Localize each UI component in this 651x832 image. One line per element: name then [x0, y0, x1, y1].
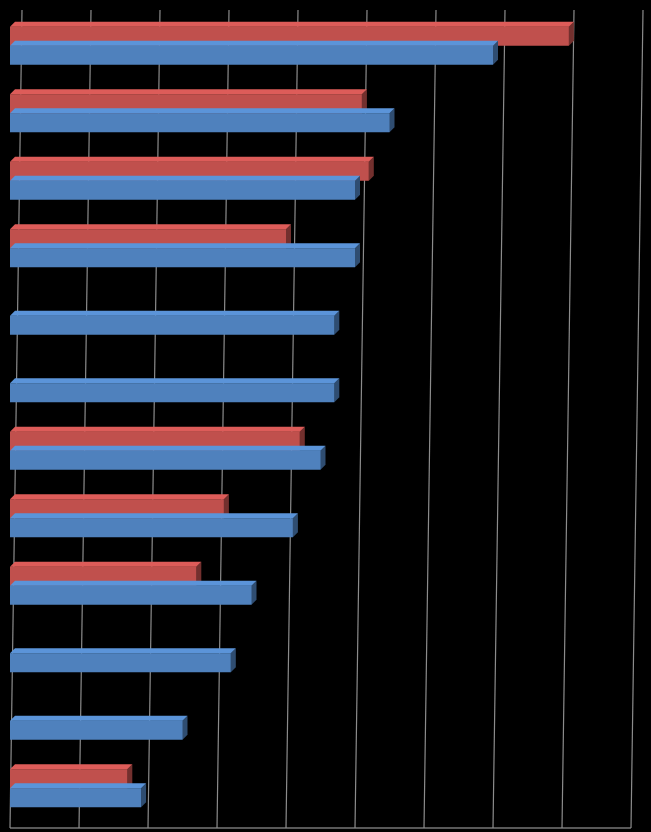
grid-line	[285, 9, 299, 829]
bar-face	[10, 764, 133, 770]
grid-line	[354, 9, 368, 829]
bar	[10, 378, 340, 403]
bar	[10, 108, 395, 133]
grid-line	[492, 9, 506, 829]
grid-line	[78, 9, 92, 829]
bar-face	[355, 243, 360, 268]
bar-face	[334, 378, 340, 403]
bar-face	[10, 518, 293, 538]
bar	[10, 513, 298, 538]
bar	[10, 580, 257, 605]
bar	[10, 783, 147, 808]
bar-face	[10, 108, 395, 114]
bar-face	[10, 378, 340, 384]
grid-line	[423, 9, 437, 829]
bar-face	[10, 653, 231, 673]
bar-face	[10, 648, 236, 654]
bar-face	[10, 585, 252, 605]
bar-face	[389, 108, 395, 133]
bar-face	[320, 445, 326, 470]
bar	[10, 715, 188, 740]
bar-face	[10, 248, 355, 268]
bar-face	[10, 310, 340, 316]
bar-face	[10, 383, 335, 403]
bar-face	[10, 89, 367, 95]
bar	[10, 310, 340, 335]
bar-face	[10, 783, 147, 789]
bar-face	[568, 21, 574, 46]
bar	[10, 445, 326, 470]
bar-face	[299, 426, 305, 451]
grid-line	[147, 9, 161, 829]
bar-face	[141, 783, 147, 808]
grid-line	[630, 9, 644, 829]
bar-face	[10, 450, 321, 470]
bar-face	[355, 175, 360, 200]
grid-line	[9, 9, 23, 829]
bar-face	[10, 113, 390, 133]
bar-face	[10, 580, 257, 586]
bar-face	[10, 715, 188, 721]
bar-face	[10, 788, 142, 808]
bar-face	[10, 561, 202, 567]
grid-line	[561, 9, 575, 829]
bar-face	[127, 764, 133, 789]
bar-face	[10, 45, 493, 65]
bar-face	[10, 494, 229, 500]
bar-face	[182, 715, 188, 740]
bar-face	[10, 426, 305, 432]
grid-line	[216, 9, 230, 829]
bar-face	[493, 40, 498, 65]
bar-face	[251, 580, 257, 605]
bar-face	[286, 224, 291, 249]
bar-face	[334, 310, 340, 335]
bar-face	[10, 40, 498, 46]
bar-face	[292, 513, 298, 538]
bar-face	[230, 648, 236, 673]
bar-face	[10, 315, 335, 335]
bar	[10, 175, 360, 200]
bar	[10, 648, 236, 673]
bar-face	[10, 180, 355, 200]
bar-face	[10, 21, 574, 27]
bar-face	[368, 156, 374, 181]
bar-face	[223, 494, 229, 519]
bar-face	[10, 445, 326, 451]
bar-face	[10, 224, 291, 230]
bar-face	[10, 243, 360, 249]
bar-face	[196, 561, 202, 586]
bar	[10, 243, 360, 268]
bar-face	[10, 156, 374, 162]
bar-face	[10, 720, 183, 740]
bar-face	[10, 513, 298, 519]
bar-face	[361, 89, 367, 114]
bar	[10, 40, 498, 65]
bar-face	[10, 175, 360, 181]
